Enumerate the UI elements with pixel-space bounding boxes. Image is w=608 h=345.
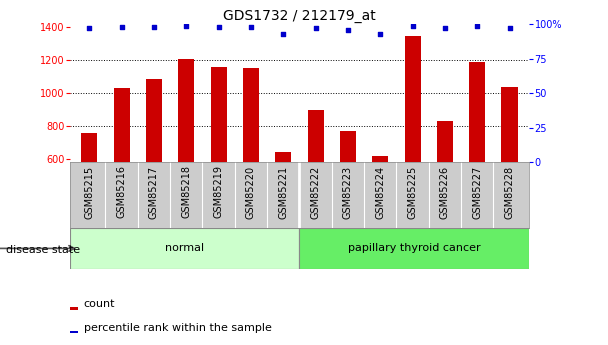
- Text: GSM85221: GSM85221: [278, 165, 288, 218]
- Text: GSM85224: GSM85224: [375, 165, 385, 218]
- Point: [246, 24, 256, 30]
- Point: [278, 31, 288, 37]
- Point: [214, 24, 224, 30]
- Text: GSM85218: GSM85218: [181, 165, 192, 218]
- Text: GSM85226: GSM85226: [440, 165, 450, 218]
- Text: disease state: disease state: [6, 245, 80, 255]
- Bar: [81, 132, 97, 162]
- Bar: [114, 88, 130, 162]
- Point: [149, 24, 159, 30]
- Text: GSM85215: GSM85215: [85, 165, 94, 218]
- Text: GSM85217: GSM85217: [149, 165, 159, 218]
- Bar: [404, 36, 421, 162]
- Bar: [469, 62, 485, 162]
- Bar: [70, 307, 78, 309]
- Point: [472, 23, 482, 28]
- Text: papillary thyroid cancer: papillary thyroid cancer: [348, 244, 480, 253]
- Point: [311, 26, 320, 31]
- Text: GSM85220: GSM85220: [246, 165, 256, 218]
- Bar: [243, 68, 259, 162]
- Bar: [210, 67, 227, 162]
- Point: [375, 31, 385, 37]
- Bar: [340, 131, 356, 162]
- Bar: [437, 121, 453, 162]
- Text: GSM85219: GSM85219: [213, 165, 224, 218]
- Point: [181, 23, 191, 28]
- Bar: [146, 79, 162, 162]
- Text: percentile rank within the sample: percentile rank within the sample: [84, 323, 272, 333]
- Title: GDS1732 / 212179_at: GDS1732 / 212179_at: [223, 9, 376, 23]
- Text: GSM85228: GSM85228: [505, 165, 514, 218]
- Text: normal: normal: [165, 244, 204, 253]
- Bar: [372, 156, 389, 162]
- Text: GSM85227: GSM85227: [472, 165, 482, 219]
- Bar: [308, 110, 323, 162]
- Bar: [178, 59, 195, 162]
- Point: [117, 24, 126, 30]
- Text: GSM85222: GSM85222: [311, 165, 320, 219]
- Point: [505, 26, 514, 31]
- Text: GSM85223: GSM85223: [343, 165, 353, 218]
- Bar: [70, 331, 78, 333]
- Bar: [502, 87, 517, 162]
- Point: [343, 27, 353, 32]
- Point: [85, 26, 94, 31]
- Bar: [275, 152, 291, 162]
- Text: GSM85225: GSM85225: [407, 165, 418, 219]
- Bar: [299, 228, 529, 269]
- Bar: [70, 228, 299, 269]
- Point: [440, 26, 450, 31]
- Text: GSM85216: GSM85216: [117, 165, 126, 218]
- Text: count: count: [84, 299, 115, 309]
- Point: [408, 23, 418, 28]
